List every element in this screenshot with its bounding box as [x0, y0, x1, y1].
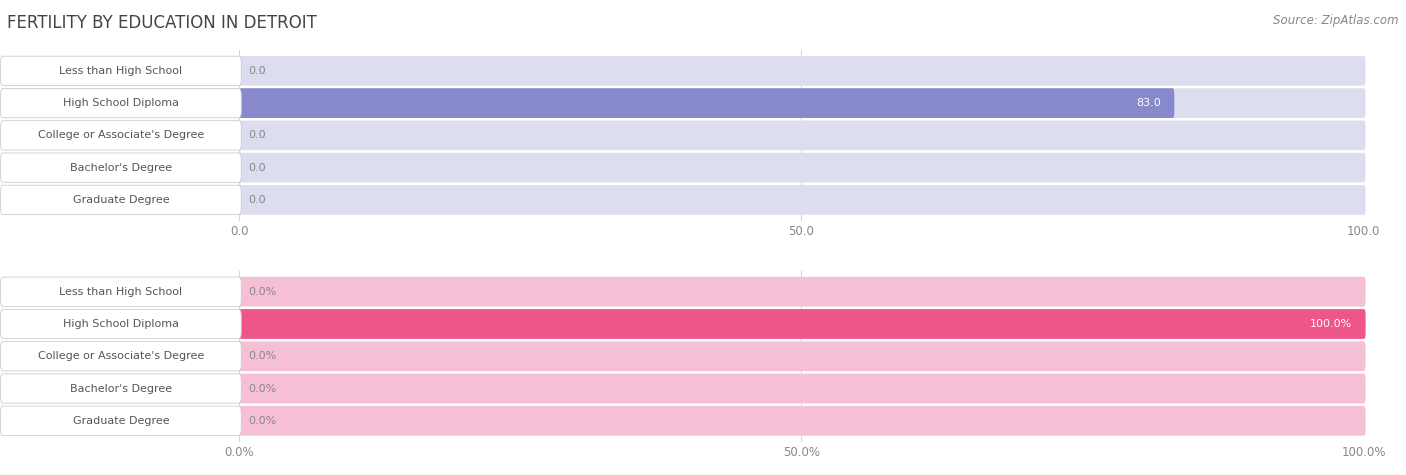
Text: 0.0%: 0.0%: [247, 351, 276, 361]
Text: Bachelor's Degree: Bachelor's Degree: [70, 383, 172, 393]
Text: Graduate Degree: Graduate Degree: [73, 416, 169, 426]
Text: College or Associate's Degree: College or Associate's Degree: [38, 351, 204, 361]
FancyBboxPatch shape: [238, 374, 1365, 403]
Text: FERTILITY BY EDUCATION IN DETROIT: FERTILITY BY EDUCATION IN DETROIT: [7, 14, 316, 32]
Text: 83.0: 83.0: [1136, 98, 1161, 108]
Text: 0.0%: 0.0%: [247, 287, 276, 297]
FancyBboxPatch shape: [0, 56, 242, 86]
Text: Less than High School: Less than High School: [59, 66, 183, 76]
Text: 0.0%: 0.0%: [247, 383, 276, 393]
FancyBboxPatch shape: [238, 121, 1365, 150]
FancyBboxPatch shape: [0, 121, 242, 150]
FancyBboxPatch shape: [238, 342, 1365, 371]
FancyBboxPatch shape: [238, 277, 1365, 306]
Text: 0.0%: 0.0%: [247, 416, 276, 426]
FancyBboxPatch shape: [238, 185, 1365, 215]
FancyBboxPatch shape: [0, 153, 242, 182]
FancyBboxPatch shape: [238, 309, 1365, 339]
Text: 0.0: 0.0: [247, 130, 266, 141]
FancyBboxPatch shape: [0, 374, 242, 403]
FancyBboxPatch shape: [238, 88, 1174, 118]
Text: High School Diploma: High School Diploma: [63, 98, 179, 108]
Text: Bachelor's Degree: Bachelor's Degree: [70, 162, 172, 172]
Text: Less than High School: Less than High School: [59, 287, 183, 297]
Text: 100.0%: 100.0%: [1310, 319, 1353, 329]
FancyBboxPatch shape: [238, 309, 1365, 339]
FancyBboxPatch shape: [238, 88, 1365, 118]
Text: 0.0: 0.0: [247, 195, 266, 205]
FancyBboxPatch shape: [0, 277, 242, 306]
FancyBboxPatch shape: [0, 309, 242, 339]
FancyBboxPatch shape: [0, 342, 242, 371]
Text: 0.0: 0.0: [247, 66, 266, 76]
Text: Graduate Degree: Graduate Degree: [73, 195, 169, 205]
FancyBboxPatch shape: [0, 406, 242, 436]
Text: College or Associate's Degree: College or Associate's Degree: [38, 130, 204, 141]
FancyBboxPatch shape: [238, 406, 1365, 436]
FancyBboxPatch shape: [0, 88, 242, 118]
Text: High School Diploma: High School Diploma: [63, 319, 179, 329]
Text: Source: ZipAtlas.com: Source: ZipAtlas.com: [1274, 14, 1399, 27]
FancyBboxPatch shape: [238, 153, 1365, 182]
FancyBboxPatch shape: [238, 56, 1365, 86]
Text: 0.0: 0.0: [247, 162, 266, 172]
FancyBboxPatch shape: [0, 185, 242, 215]
